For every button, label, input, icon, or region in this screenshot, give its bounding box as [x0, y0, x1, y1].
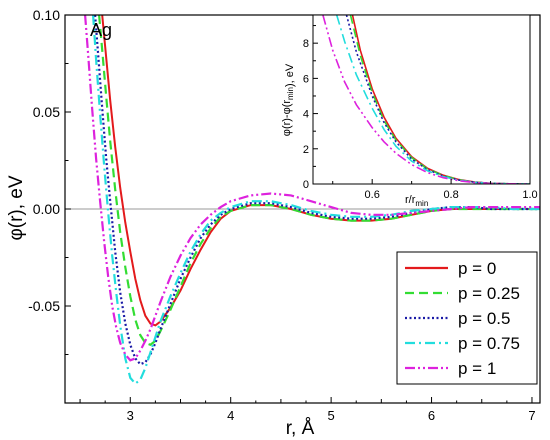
main-x-axis: 3 4 5 6 7 [79, 397, 536, 423]
series-line-1 [98, 15, 540, 347]
x-tick-label: 3 [127, 408, 134, 423]
y-tick-label: 0.10 [33, 7, 60, 23]
inset-y-tick-label: 2 [303, 144, 309, 156]
inset-x-tick-label: 0.8 [443, 189, 458, 201]
series-line-4 [84, 15, 540, 362]
x-tick-label: 7 [528, 408, 535, 423]
inset-x-axis: 0.6 0.8 1.0 [332, 179, 538, 201]
inset-y-axis-label: φ(r)-φ(rmin), eV [281, 63, 296, 136]
x-tick-label: 6 [428, 408, 435, 423]
legend: p = 0 p = 0.25 p = 0.5 p = 0.75 p = 1 [405, 259, 520, 378]
inset-plot-frame [312, 14, 531, 185]
legend-label-0: p = 0 [458, 259, 496, 278]
legend-label-2: p = 0.5 [458, 309, 510, 328]
legend-label-4: p = 1 [458, 359, 496, 378]
inset-series-line-4 [322, 15, 530, 184]
inset-x-tick-label: 1.0 [522, 189, 537, 201]
main-y-axis: -0.05 0.00 0.05 0.10 [28, 7, 71, 404]
x-tick-label: 5 [328, 408, 335, 423]
inset-y-tick-label: 4 [303, 109, 309, 121]
inset-x-tick-label: 0.6 [365, 189, 380, 201]
main-series-lines [84, 15, 540, 386]
inset-x-axis-label: r/rmin [405, 194, 428, 208]
series-line-3 [92, 15, 540, 386]
chart-annotation: Ag [90, 20, 112, 40]
legend-label-1: p = 0.25 [458, 284, 520, 303]
inset-y-tick-label: 0 [303, 179, 309, 191]
inset-y-tick-label: 6 [303, 73, 309, 85]
inset-y-axis: 0 2 4 6 8 [303, 25, 318, 191]
inset-background [313, 15, 530, 184]
y-tick-label: 0.05 [33, 104, 60, 120]
x-tick-label: 4 [227, 408, 234, 423]
legend-label-3: p = 0.75 [458, 334, 520, 353]
series-line-2 [94, 15, 540, 366]
main-y-axis-label: φ(r), eV [6, 175, 27, 240]
y-tick-label: -0.05 [28, 298, 60, 314]
inset-y-tick-label: 8 [303, 38, 309, 50]
main-x-axis-label: r, Å [286, 418, 315, 439]
y-tick-label: 0.00 [33, 201, 60, 217]
